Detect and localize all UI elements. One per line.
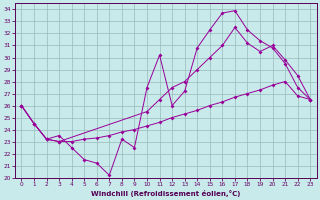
X-axis label: Windchill (Refroidissement éolien,°C): Windchill (Refroidissement éolien,°C) <box>91 190 241 197</box>
